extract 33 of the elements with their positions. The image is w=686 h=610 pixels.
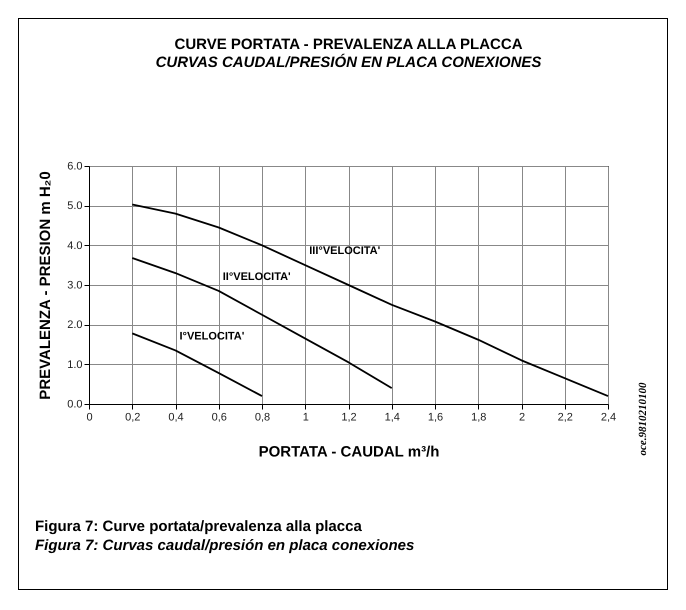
x-tick-label: 0 — [86, 412, 93, 424]
line-series — [131, 332, 263, 397]
x-tick-label: 0,8 — [254, 412, 270, 424]
y-tick-label: 4.0 — [67, 240, 82, 252]
x-tick-label: 2,2 — [558, 412, 573, 424]
x-tick-label: 0,4 — [168, 412, 184, 424]
x-tick-label: 0,6 — [212, 412, 227, 424]
y-tick-label: 2.0 — [67, 319, 82, 332]
y-tick-label: 5.0 — [67, 200, 82, 212]
x-tick-label: 0,2 — [125, 412, 140, 424]
series-label: II°VELOCITA' — [222, 270, 292, 283]
text: Figura 7: Curvas caudal/presión en placa conexiones — [35, 536, 414, 555]
text: Figura 7: Curve portata/prevalenza alla placca — [35, 517, 363, 536]
chart-title: CURVE PORTATA - PREVALENZA ALLA PLACCA — [174, 36, 523, 53]
series-label: I°VELOCITA' — [180, 330, 245, 342]
y-tick-label: 6.0 — [67, 160, 82, 172]
line-series — [131, 204, 609, 397]
x-tick-label: 1,2 — [341, 412, 357, 424]
x-tick-label: 2 — [518, 412, 526, 424]
x-tick-label: 1,6 — [428, 412, 444, 424]
x-tick-label: 1,4 — [384, 412, 400, 424]
y-tick-label: 1.0 — [67, 358, 82, 371]
line-series — [131, 257, 393, 390]
y-tick-label: 3.0 — [67, 280, 82, 292]
y-axis-title: PREVALENZA - PRESION m H₂0 — [37, 171, 54, 400]
x-axis-title: PORTATA - CAUDAL m³/h — [258, 444, 440, 460]
text: oce.9810210100 — [637, 382, 649, 456]
chart-subtitle: CURVAS CAUDAL/PRESIÓN EN PLACA CONEXIONES — [156, 53, 542, 71]
x-tick-label: 1 — [302, 412, 309, 424]
x-tick-label: 1,8 — [471, 412, 486, 424]
x-tick-label: 2,4 — [600, 412, 616, 424]
series-label: III°VELOCITA' — [309, 245, 381, 258]
y-tick-label: 0.0 — [67, 398, 82, 410]
